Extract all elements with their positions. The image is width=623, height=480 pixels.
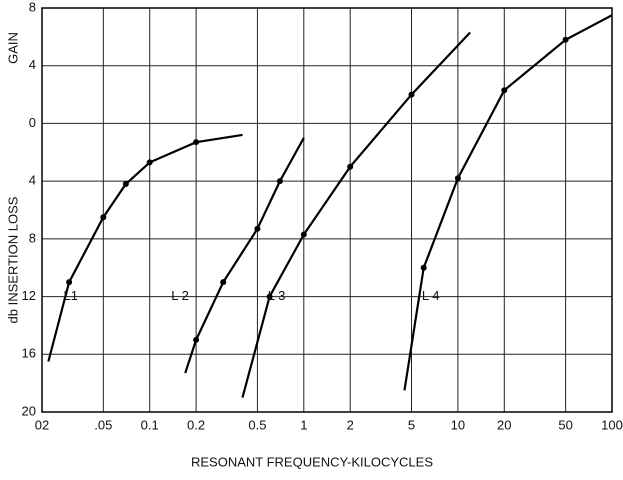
curve (403, 14, 613, 391)
y-tick-label: 8 (29, 0, 36, 14)
x-tick-label: 10 (451, 417, 465, 432)
data-point (562, 36, 569, 43)
plot-frame (41, 7, 613, 413)
data-point (193, 336, 200, 343)
data-point (266, 293, 273, 300)
y-tick-label: 16 (22, 346, 36, 361)
x-tick-label: 2 (347, 417, 354, 432)
x-tick-label: 1 (300, 417, 307, 432)
data-point (146, 159, 153, 166)
x-tick-label: .05 (94, 417, 112, 432)
y-tick-label: 12 (22, 288, 36, 303)
data-point (276, 178, 283, 185)
data-point (454, 175, 461, 182)
data-point (300, 231, 307, 238)
data-point (193, 139, 200, 146)
x-tick-label: 0.5 (248, 417, 266, 432)
y-tick-label: 0 (29, 115, 36, 130)
data-point (501, 87, 508, 94)
curve (47, 133, 243, 362)
x-axis-title: RESONANT FREQUENCY-KILOCYCLES (191, 454, 433, 469)
x-tick-label: 0.2 (187, 417, 205, 432)
x-tick-label: 50 (558, 417, 572, 432)
x-tick-label: 02 (35, 417, 49, 432)
data-point (347, 163, 354, 170)
data-point (100, 214, 107, 221)
y-axis-title-gain: GAIN (5, 32, 20, 64)
series-label: L 3 (268, 288, 286, 303)
data-point (122, 181, 129, 188)
data-point (254, 225, 261, 232)
data-point (420, 264, 427, 271)
data-point (408, 91, 415, 98)
series-label: L 4 (422, 288, 440, 303)
x-tick-label: 5 (408, 417, 415, 432)
x-tick-label: 100 (601, 417, 623, 432)
y-tick-label: 20 (22, 403, 36, 418)
x-tick-label: 20 (497, 417, 511, 432)
y-axis-title-loss: db INSERTION LOSS (5, 196, 20, 323)
series-label: L 2 (171, 288, 189, 303)
y-tick-label: 4 (29, 173, 36, 188)
x-tick-label: 0.1 (141, 417, 159, 432)
series-label: L1 (64, 288, 78, 303)
y-tick-label: 8 (29, 230, 36, 245)
curve (184, 137, 305, 374)
data-point (66, 279, 73, 286)
y-tick-label: 4 (29, 57, 36, 72)
data-point (220, 279, 227, 286)
curve (241, 31, 471, 398)
